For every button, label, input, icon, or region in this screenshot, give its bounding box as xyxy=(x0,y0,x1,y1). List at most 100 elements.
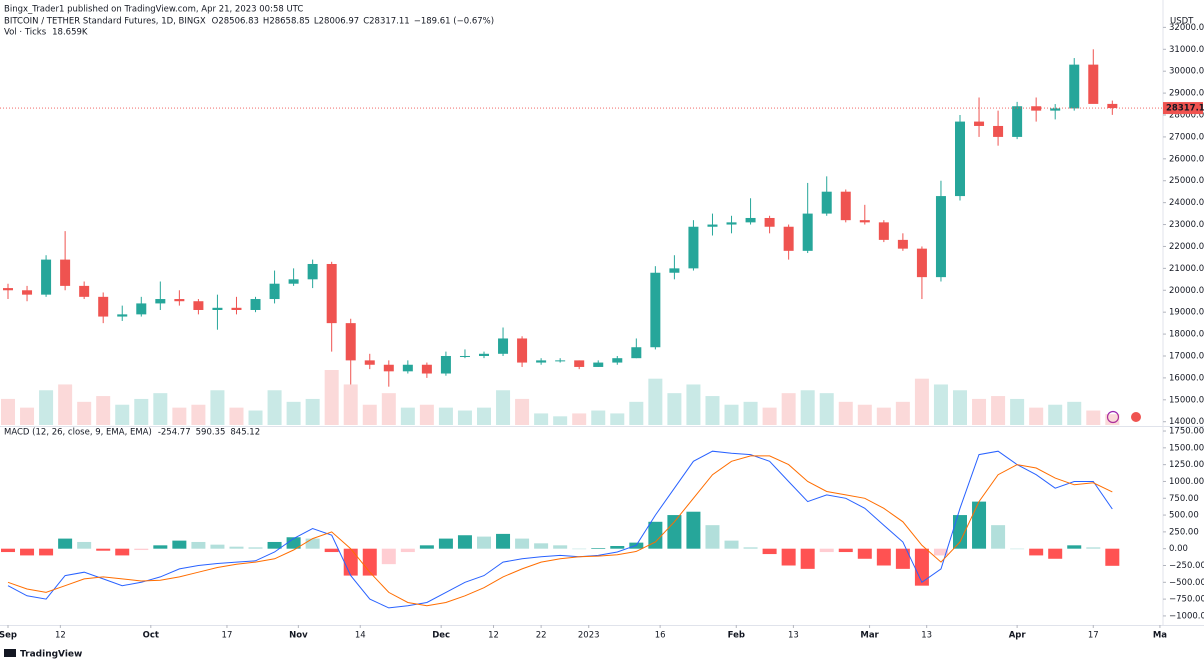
candle-body xyxy=(726,222,737,225)
y-tick-label: 500.00 xyxy=(1169,511,1199,521)
volume-bar xyxy=(58,384,73,425)
histogram-bar xyxy=(591,548,606,549)
candle-body xyxy=(536,360,547,363)
candle-body xyxy=(3,288,13,291)
volume-bar xyxy=(800,390,815,425)
candle-body xyxy=(859,220,870,223)
volume-bar xyxy=(1067,401,1082,425)
volume-bar xyxy=(876,407,891,425)
x-tick-label: 16 xyxy=(655,631,666,641)
symbol-title: BITCOIN / TETHER Standard Futures, 1D, B… xyxy=(4,17,206,27)
volume-bar xyxy=(400,407,415,425)
histogram-bar xyxy=(381,548,396,565)
x-tick-label: 14 xyxy=(355,631,366,641)
ohlc-prefix: C xyxy=(363,17,369,27)
candle-body xyxy=(955,121,965,197)
volume-bar xyxy=(572,413,587,425)
histogram-bar xyxy=(400,548,415,553)
volume-bar xyxy=(534,413,549,425)
histogram-bar xyxy=(210,544,225,549)
volume-bar xyxy=(838,401,853,425)
volume-bar xyxy=(134,398,149,425)
brand-logo xyxy=(4,649,16,657)
ohlc-prefix: O xyxy=(212,17,219,27)
volume-bar xyxy=(96,396,111,425)
histogram-bar xyxy=(1010,548,1025,550)
macd-line xyxy=(7,450,1113,609)
candle-body xyxy=(60,259,71,286)
x-tick-label: 22 xyxy=(536,631,547,641)
histogram-bar xyxy=(362,548,377,576)
macd-title: MACD (12, 26, close, 9, EMA, EMA) xyxy=(4,428,152,438)
x-tick-label: 17 xyxy=(222,631,233,641)
histogram-bar xyxy=(991,525,1006,549)
x-tick-label: Sep xyxy=(0,631,17,641)
y-tick-label: 14000.00 xyxy=(1169,417,1204,427)
volume-bar xyxy=(1048,404,1063,425)
candle-body xyxy=(288,279,299,284)
flag-icon[interactable] xyxy=(1130,411,1142,423)
volume-bar xyxy=(77,401,92,425)
volume-bar xyxy=(991,396,1006,425)
y-tick-label: 31000.00 xyxy=(1169,45,1204,55)
candle-body xyxy=(364,360,375,365)
candle-body xyxy=(479,353,489,356)
y-tick-label: −500.00 xyxy=(1169,578,1204,588)
histogram-bar xyxy=(953,515,967,549)
candle-body xyxy=(269,283,280,300)
candle-body xyxy=(1069,64,1080,109)
y-tick-label: 250.00 xyxy=(1169,527,1199,537)
ohlc-value: 28506.83 xyxy=(218,17,259,27)
candle-body xyxy=(174,299,185,302)
x-tick-label: Feb xyxy=(728,631,745,641)
histogram-bar xyxy=(39,548,54,556)
candle-body xyxy=(897,239,908,249)
volume-bar xyxy=(438,407,453,425)
candle-body xyxy=(783,226,794,251)
x-tick-label: 12 xyxy=(55,631,66,641)
histogram-bar xyxy=(610,545,625,549)
volume-bar xyxy=(724,404,739,425)
histogram-bar xyxy=(1029,548,1044,556)
candle-body xyxy=(593,362,604,367)
histogram-bar xyxy=(857,548,872,559)
volume-bar xyxy=(172,407,187,425)
candle-body xyxy=(1012,106,1023,137)
histogram-bar xyxy=(20,548,35,556)
y-tick-label: 1000.00 xyxy=(1169,477,1204,487)
volume-bar xyxy=(762,407,777,425)
histogram-bar xyxy=(933,548,948,556)
x-tick-label: Ma xyxy=(1153,631,1167,641)
histogram-bar xyxy=(705,525,720,549)
histogram-bar xyxy=(686,511,701,549)
candle-body xyxy=(993,125,1004,137)
candle-body xyxy=(326,263,337,324)
candle-body xyxy=(345,323,356,361)
y-tick-label: 17000.00 xyxy=(1169,351,1204,361)
signal-line xyxy=(7,455,1113,607)
histogram-bar xyxy=(762,548,777,555)
candle-body xyxy=(650,272,661,348)
candle-body xyxy=(250,299,261,310)
volume-bar xyxy=(1,398,15,425)
histogram-bar xyxy=(153,545,168,549)
candle-body xyxy=(421,364,432,374)
volume-bar xyxy=(267,390,282,425)
candle-body xyxy=(1050,108,1061,111)
x-tick-label: 2023 xyxy=(578,631,600,641)
histogram-bar xyxy=(800,548,815,569)
x-tick-label: Apr xyxy=(1009,631,1027,641)
histogram-bar xyxy=(286,537,301,549)
histogram-bar xyxy=(972,501,987,549)
volume-bar xyxy=(39,390,54,425)
volume-bar xyxy=(914,378,929,425)
candle-body xyxy=(22,290,33,295)
x-tick-label: 13 xyxy=(788,631,799,641)
volume-bar xyxy=(153,393,168,425)
y-tick-label: 0.00 xyxy=(1169,544,1188,554)
histogram-bar xyxy=(229,546,244,549)
histogram-bar xyxy=(914,548,929,586)
event-icon[interactable] xyxy=(1106,410,1120,424)
x-tick-label: 12 xyxy=(488,631,499,641)
